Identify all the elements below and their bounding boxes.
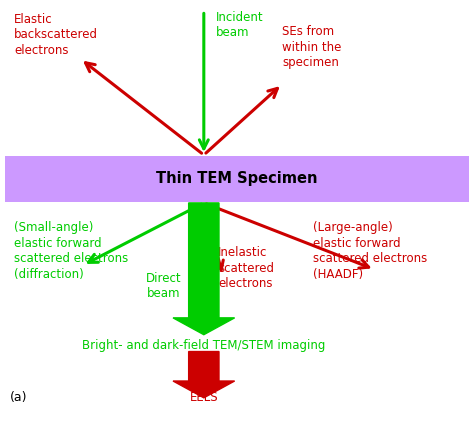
- Text: Inelastic
scattered
electrons: Inelastic scattered electrons: [218, 246, 274, 290]
- Text: (Small-angle)
elastic forward
scattered electrons
(diffraction): (Small-angle) elastic forward scattered …: [14, 221, 128, 280]
- Text: (Large-angle)
elastic forward
scattered electrons
(HAADF): (Large-angle) elastic forward scattered …: [313, 221, 427, 280]
- Text: Thin TEM Specimen: Thin TEM Specimen: [156, 171, 318, 187]
- Text: SEs from
within the
specimen: SEs from within the specimen: [282, 25, 341, 69]
- Text: Bright- and dark-field TEM/STEM imaging: Bright- and dark-field TEM/STEM imaging: [82, 339, 326, 352]
- Text: Elastic
backscattered
electrons: Elastic backscattered electrons: [14, 13, 98, 57]
- Polygon shape: [173, 203, 235, 335]
- Text: EELS: EELS: [190, 391, 218, 404]
- Polygon shape: [173, 352, 235, 398]
- Text: Direct
beam: Direct beam: [146, 272, 182, 300]
- Text: (a): (a): [9, 391, 27, 404]
- Text: Incident
beam: Incident beam: [216, 11, 263, 39]
- Bar: [5, 156, 469, 202]
